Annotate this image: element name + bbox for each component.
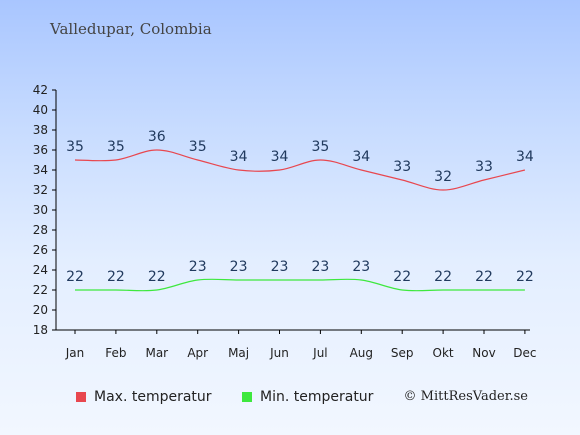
min-data-label: 22 [66,269,84,285]
y-tick-label: 20 [33,303,48,317]
y-tick-label: 38 [33,123,48,137]
legend-min-swatch [242,392,252,402]
min-data-label: 23 [230,259,248,275]
min-data-label: 22 [393,269,411,285]
max-data-label: 35 [66,139,84,155]
max-data-label: 34 [271,149,289,165]
legend-max-label: Max. temperatur [94,389,212,405]
x-tick-label: Okt [433,346,454,360]
y-tick-label: 30 [33,203,48,217]
x-tick-label: Sep [391,346,414,360]
max-data-label: 33 [393,159,411,175]
min-data-label: 23 [271,259,289,275]
min-data-label: 23 [311,259,329,275]
min-data-label: 22 [475,269,493,285]
max-data-label: 35 [107,139,125,155]
y-tick-label: 34 [33,163,48,177]
y-tick-label: 18 [33,323,48,337]
min-data-label: 22 [516,269,534,285]
max-data-label: 36 [148,129,166,145]
max-data-label: 34 [516,149,534,165]
max-data-label: 35 [189,139,207,155]
x-tick-label: Jan [65,346,85,360]
x-tick-label: Apr [187,346,208,360]
min-data-label: 22 [148,269,166,285]
min-data-label: 22 [107,269,125,285]
legend-min-label: Min. temperatur [260,389,374,405]
max-data-label: 35 [311,139,329,155]
y-tick-label: 26 [33,243,48,257]
copyright-text: © MittResVader.se [403,389,528,404]
y-tick-label: 42 [33,83,48,97]
x-tick-label: Dec [513,346,536,360]
min-data-label: 23 [352,259,370,275]
legend-max-swatch [76,392,86,402]
max-data-label: 34 [352,149,370,165]
max-data-label: 33 [475,159,493,175]
y-tick-label: 28 [33,223,48,237]
chart-title: Valledupar, Colombia [50,20,212,38]
legend-max: Max. temperatur [76,389,212,405]
y-tick-label: 24 [33,263,48,277]
y-tick-label: 36 [33,143,48,157]
y-tick-label: 22 [33,283,48,297]
x-tick-label: Nov [472,346,495,360]
max-data-label: 32 [434,169,452,185]
x-tick-label: Jul [312,346,327,360]
y-tick-label: 40 [33,103,48,117]
x-tick-label: Maj [228,346,249,360]
max-data-label: 34 [230,149,248,165]
y-tick-label: 32 [33,183,48,197]
x-tick-label: Aug [350,346,373,360]
min-series-line [75,278,525,292]
x-tick-label: Mar [145,346,168,360]
min-data-label: 22 [434,269,452,285]
legend-min: Min. temperatur [242,389,373,405]
max-series-line [74,149,526,191]
min-data-label: 23 [189,259,207,275]
x-tick-label: Jun [269,346,289,360]
x-tick-label: Feb [105,346,126,360]
